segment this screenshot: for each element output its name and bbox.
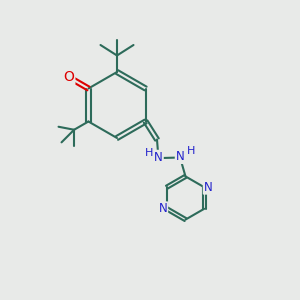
Text: N: N [154, 151, 163, 164]
Text: O: O [64, 70, 74, 84]
Text: H: H [187, 146, 196, 156]
Text: N: N [204, 181, 212, 194]
Text: N: N [158, 202, 167, 215]
Text: N: N [176, 150, 184, 163]
Text: H: H [145, 148, 153, 158]
